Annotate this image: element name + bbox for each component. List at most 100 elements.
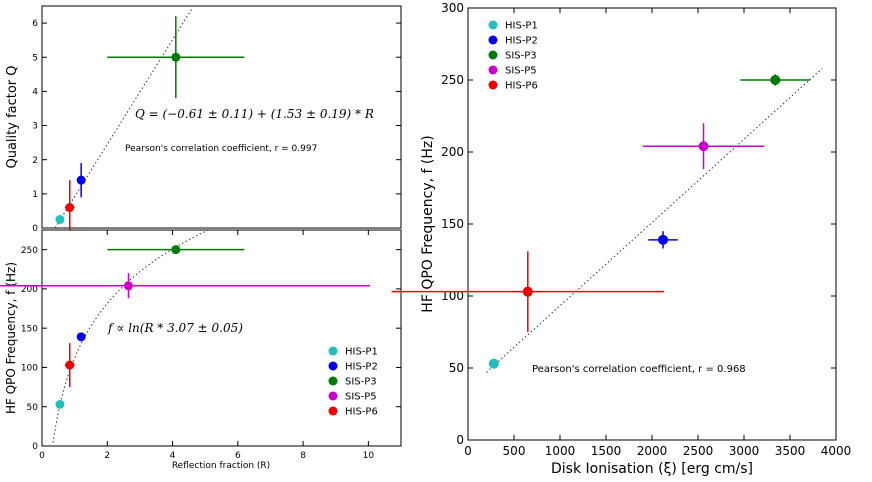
y-tick-label: 300 <box>441 1 464 15</box>
y-tick-label: 150 <box>441 217 464 231</box>
panel-frequency-reflection: 0 50 100 150 200 250 0 2 4 6 8 10 HF QPO Frequency,… <box>0 229 402 471</box>
y-tick-label: 6 <box>32 19 38 29</box>
marker <box>76 332 86 342</box>
marker <box>65 203 75 213</box>
legend-marker <box>328 346 338 356</box>
x-tick-label: 1500 <box>591 444 622 458</box>
legend-item-sis-p3: SIS-P3 <box>328 376 377 388</box>
y-tick-label: 0 <box>456 433 464 447</box>
y-tick-label: 250 <box>441 73 464 87</box>
data-point-his-p6 <box>64 343 75 388</box>
x-tick-label: 0 <box>39 451 45 461</box>
legend-marker <box>488 20 498 30</box>
legend-item-sis-p5: SIS-P5 <box>328 391 377 403</box>
y-tick-label: 100 <box>21 364 38 374</box>
legend-marker <box>328 361 338 371</box>
legend-item-his-p1: HIS-P1 <box>488 20 538 32</box>
legend-left: HIS-P1 HIS-P2 SIS-P3 SIS-P5 HIS-P6 <box>328 346 378 418</box>
marker <box>171 245 181 255</box>
x-tick-label: 4 <box>170 451 176 461</box>
x-tick-label: 0 <box>464 444 472 458</box>
data-point-his-p2 <box>648 231 678 249</box>
panel-q-ylabel: Quality factor Q <box>5 65 20 168</box>
data-point-his-p1 <box>55 399 65 409</box>
legend-marker <box>328 406 338 416</box>
y-tick-label: 50 <box>449 361 464 375</box>
legend-marker <box>328 376 338 386</box>
data-point-his-p1 <box>55 214 65 224</box>
data-point-sis-p5 <box>0 273 370 299</box>
marker <box>522 286 533 297</box>
legend-marker <box>488 35 498 45</box>
legend-marker <box>328 391 338 401</box>
marker <box>55 214 65 224</box>
x-tick-label: 3500 <box>775 444 806 458</box>
y-tick-label: 250 <box>21 246 38 256</box>
x-tick-label: 500 <box>503 444 526 458</box>
data-point-his-p6 <box>64 180 75 235</box>
panel-fr-fit-curve <box>52 229 208 443</box>
legend-item-his-p6: HIS-P6 <box>328 406 378 418</box>
legend-item-his-p2: HIS-P2 <box>488 35 538 47</box>
panel-fx-fit-line <box>486 68 823 373</box>
y-tick-label: 0 <box>32 442 38 452</box>
y-tick-label: 3 <box>32 122 38 132</box>
y-tick-label: 150 <box>21 324 38 334</box>
x-tick-label: 8 <box>300 451 306 461</box>
legend-label: SIS-P5 <box>505 66 537 77</box>
panel-fr-ticks: 0 50 100 150 200 250 0 2 4 6 8 10 <box>21 230 401 461</box>
panel-fr-points <box>0 245 370 409</box>
y-tick-label: 4 <box>32 88 38 98</box>
x-tick-label: 6 <box>235 451 241 461</box>
legend-label: HIS-P2 <box>505 36 538 47</box>
data-point-sis-p3 <box>107 16 245 99</box>
legend-label: HIS-P6 <box>345 407 378 418</box>
panel-fx-ylabel: HF QPO Frequency, f (Hz) <box>420 135 436 312</box>
marker <box>55 399 65 409</box>
panel-quality-factor: 0 1 2 3 4 5 6 Quality factor Q Q = (−0.61 ± 0.… <box>5 5 402 235</box>
y-tick-label: 0 <box>32 224 38 234</box>
y-tick-label: 2 <box>32 156 38 166</box>
data-point-his-p2 <box>76 332 86 342</box>
marker <box>123 281 133 291</box>
x-tick-label: 2500 <box>683 444 714 458</box>
legend-label: SIS-P5 <box>345 392 377 403</box>
marker <box>171 52 181 62</box>
panel-q-pearson: Pearson's correlation coefficient, r = 0… <box>125 144 317 154</box>
panel-fr-ylabel: HF QPO Frequency, f (Hz) <box>4 262 18 414</box>
panel-q-fit-line <box>54 8 193 229</box>
legend-label: SIS-P3 <box>345 377 377 388</box>
data-point-his-p2 <box>76 163 86 198</box>
data-point-his-p1 <box>488 358 499 369</box>
legend-item-his-p1: HIS-P1 <box>328 346 378 358</box>
marker <box>658 234 669 245</box>
legend-item-sis-p5: SIS-P5 <box>488 65 537 77</box>
panel-q-fit-equation: Q = (−0.61 ± 0.11) + (1.53 ± 0.19) * R <box>135 107 374 121</box>
x-tick-label: 3000 <box>729 444 760 458</box>
legend-label: HIS-P6 <box>505 81 538 92</box>
y-tick-label: 50 <box>27 403 39 413</box>
marker <box>698 141 709 152</box>
data-point-sis-p5 <box>642 123 765 170</box>
panel-q-ticks: 0 1 2 3 4 5 6 <box>32 19 401 234</box>
legend-label: SIS-P3 <box>505 51 537 62</box>
x-tick-label: 4000 <box>821 444 852 458</box>
panel-fx-pearson: Pearson's correlation coefficient, r = 0… <box>532 364 746 375</box>
legend-item-sis-p3: SIS-P3 <box>488 50 537 62</box>
legend-marker <box>488 65 498 75</box>
data-point-his-p6 <box>391 251 664 332</box>
y-tick-label: 200 <box>441 145 464 159</box>
marker <box>488 358 499 369</box>
panel-q-points <box>55 16 245 235</box>
y-tick-label: 5 <box>32 53 38 63</box>
panel-fr-fit-equation: f ∝ ln(R * 3.07 ± 0.05) <box>107 321 243 335</box>
x-tick-label: 2 <box>104 451 110 461</box>
legend-label: HIS-P2 <box>345 362 378 373</box>
data-point-sis-p3 <box>107 245 245 255</box>
data-point-sis-p3 <box>740 74 811 86</box>
x-tick-label: 1000 <box>545 444 576 458</box>
y-tick-label: 1 <box>32 190 38 200</box>
